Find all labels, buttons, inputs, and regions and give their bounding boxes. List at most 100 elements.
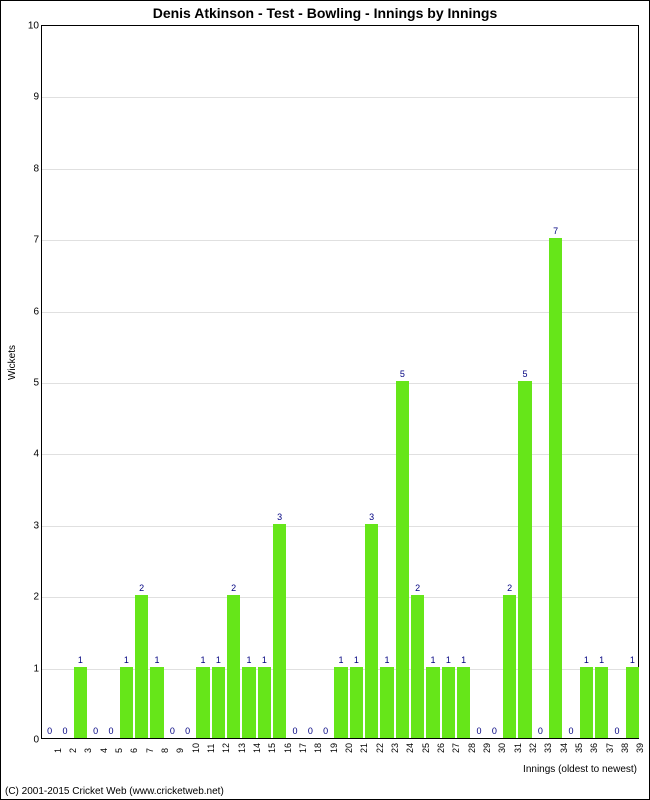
bar <box>258 667 271 738</box>
chart-container: Denis Atkinson - Test - Bowling - Inning… <box>0 0 650 800</box>
x-tick-label: 31 <box>513 743 523 753</box>
bars-layer: 001001210011211300011315211100250701101 <box>42 26 638 738</box>
y-tick-label: 2 <box>25 592 39 603</box>
bar-value-label: 1 <box>149 655 165 665</box>
bar <box>580 667 593 738</box>
bar-value-label: 1 <box>72 655 88 665</box>
x-tick-label: 19 <box>329 743 339 753</box>
bar-value-label: 2 <box>410 583 426 593</box>
x-tick-label: 23 <box>390 743 400 753</box>
bar-value-label: 0 <box>609 726 625 736</box>
y-tick-label: 8 <box>25 163 39 174</box>
bar-value-label: 5 <box>394 369 410 379</box>
bar <box>518 381 531 738</box>
bar-value-label: 1 <box>118 655 134 665</box>
x-tick-label: 21 <box>359 743 369 753</box>
copyright-text: (C) 2001-2015 Cricket Web (www.cricketwe… <box>5 786 224 797</box>
bar <box>626 667 639 738</box>
y-tick-label: 10 <box>25 21 39 32</box>
x-tick-label: 22 <box>375 743 385 753</box>
y-tick-label: 5 <box>25 378 39 389</box>
bar <box>196 667 209 738</box>
x-tick-label: 16 <box>283 743 293 753</box>
bar-value-label: 1 <box>624 655 640 665</box>
bar-value-label: 3 <box>272 512 288 522</box>
bar <box>503 595 516 738</box>
bar-value-label: 0 <box>180 726 196 736</box>
bar-value-label: 1 <box>348 655 364 665</box>
x-tick-label: 32 <box>528 743 538 753</box>
bar-value-label: 0 <box>42 726 58 736</box>
x-tick-label: 13 <box>237 743 247 753</box>
bar-value-label: 0 <box>103 726 119 736</box>
x-tick-label: 29 <box>482 743 492 753</box>
bar-value-label: 0 <box>471 726 487 736</box>
bar <box>350 667 363 738</box>
bar-value-label: 0 <box>302 726 318 736</box>
bar-value-label: 1 <box>256 655 272 665</box>
x-tick-label: 3 <box>83 748 93 753</box>
bar-value-label: 3 <box>364 512 380 522</box>
x-tick-label: 37 <box>605 743 615 753</box>
x-tick-label: 39 <box>635 743 645 753</box>
bar <box>426 667 439 738</box>
y-tick-label: 3 <box>25 520 39 531</box>
x-tick-label: 24 <box>405 743 415 753</box>
bar-value-label: 0 <box>486 726 502 736</box>
x-tick-label: 34 <box>559 743 569 753</box>
bar <box>242 667 255 738</box>
bar <box>549 238 562 738</box>
bar-value-label: 1 <box>578 655 594 665</box>
bar-value-label: 2 <box>134 583 150 593</box>
bar <box>457 667 470 738</box>
bar-value-label: 0 <box>563 726 579 736</box>
x-tick-label: 36 <box>589 743 599 753</box>
bar-value-label: 0 <box>532 726 548 736</box>
bar <box>74 667 87 738</box>
x-tick-label: 1 <box>53 748 63 753</box>
x-tick-label: 30 <box>497 743 507 753</box>
x-axis-label: Innings (oldest to newest) <box>523 764 637 775</box>
y-tick-label: 4 <box>25 449 39 460</box>
bar <box>365 524 378 738</box>
x-tick-label: 6 <box>129 748 139 753</box>
bar-value-label: 1 <box>241 655 257 665</box>
bar-value-label: 1 <box>195 655 211 665</box>
x-tick-label: 17 <box>298 743 308 753</box>
bar-value-label: 5 <box>517 369 533 379</box>
x-tick-label: 38 <box>620 743 630 753</box>
x-tick-label: 35 <box>574 743 584 753</box>
bar <box>334 667 347 738</box>
x-tick-label: 25 <box>421 743 431 753</box>
bar-value-label: 1 <box>456 655 472 665</box>
y-tick-label: 7 <box>25 235 39 246</box>
x-tick-label: 26 <box>436 743 446 753</box>
x-tick-label: 9 <box>175 748 185 753</box>
x-tick-label: 15 <box>267 743 277 753</box>
bar <box>273 524 286 738</box>
bar-value-label: 2 <box>226 583 242 593</box>
bar-value-label: 2 <box>502 583 518 593</box>
x-tick-label: 20 <box>344 743 354 753</box>
bar-value-label: 1 <box>379 655 395 665</box>
bar-value-label: 0 <box>164 726 180 736</box>
x-tick-label: 11 <box>206 744 216 753</box>
bar-value-label: 7 <box>548 226 564 236</box>
x-tick-label: 8 <box>160 748 170 753</box>
x-tick-label: 33 <box>543 743 553 753</box>
x-tick-label: 14 <box>252 743 262 753</box>
bar <box>396 381 409 738</box>
x-tick-label: 5 <box>114 748 124 753</box>
bar-value-label: 1 <box>425 655 441 665</box>
bar-value-label: 1 <box>440 655 456 665</box>
x-tick-label: 18 <box>313 743 323 753</box>
y-tick-label: 1 <box>25 663 39 674</box>
bar <box>212 667 225 738</box>
bar <box>227 595 240 738</box>
bar-value-label: 0 <box>57 726 73 736</box>
bar-value-label: 0 <box>88 726 104 736</box>
bar-value-label: 1 <box>333 655 349 665</box>
x-tick-label: 2 <box>68 748 78 753</box>
bar-value-label: 1 <box>594 655 610 665</box>
bar <box>595 667 608 738</box>
